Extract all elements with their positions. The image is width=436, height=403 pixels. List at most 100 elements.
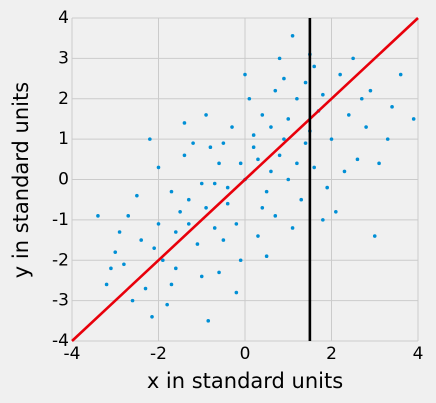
point [325,185,329,190]
point [269,169,273,174]
point [260,205,265,210]
point [130,298,135,303]
point [212,226,217,230]
point [273,88,278,93]
point [364,125,368,129]
point [143,286,148,291]
point [355,157,360,162]
y-tick-label: 2 [58,89,69,109]
point [225,201,230,206]
point [398,72,403,77]
x-tick-label: -2 [150,344,167,364]
point [238,258,243,263]
x-axis-label: x in standard units [147,369,343,393]
point [174,230,178,234]
point [282,76,286,81]
point [251,145,256,149]
point [299,197,304,202]
point [385,137,390,141]
y-tick-label: -1 [52,210,69,230]
point [290,33,295,38]
point [104,282,109,287]
point [109,266,113,271]
x-tick-label: 4 [413,344,424,364]
x-tick-label: -4 [64,344,81,364]
y-tick-label: 4 [58,8,69,28]
point [295,96,299,101]
point [126,214,131,218]
point [286,117,291,121]
point [303,80,308,85]
point [260,113,265,117]
point [256,157,260,162]
point [273,214,278,218]
point [117,230,122,234]
point [96,214,100,218]
point [351,56,355,61]
point [282,137,286,141]
point [321,92,325,97]
point [182,153,187,158]
point [264,189,269,194]
point [277,153,282,158]
point [238,161,243,166]
x-tick-label: 0 [240,344,251,364]
point [217,270,221,275]
point [359,96,364,101]
point [290,226,295,230]
point [186,222,191,226]
point [243,72,247,77]
point [161,258,165,263]
point [269,125,273,129]
point [234,290,239,295]
point [178,210,182,214]
point [286,177,291,182]
point [256,234,260,238]
point [342,169,347,174]
point [390,105,394,109]
point [247,96,252,101]
y-tick-label: 3 [58,48,69,68]
point [225,185,230,190]
point [135,193,139,198]
point [174,266,178,271]
point [347,113,351,117]
point [186,197,191,202]
point [139,238,143,242]
point [169,282,174,287]
point [195,242,200,246]
point [312,165,317,170]
point [372,234,377,238]
point [277,56,282,61]
point [206,319,211,323]
point [230,125,234,129]
y-tick-label: -4 [52,331,69,351]
point [204,205,208,210]
point [182,121,187,125]
point [217,161,221,166]
x-tick-label: 2 [326,344,337,364]
point [295,161,299,166]
point [303,141,308,145]
point [338,72,342,77]
point [321,218,325,222]
point [221,141,226,145]
point [156,222,161,226]
point [251,133,256,137]
point [411,117,416,121]
point [312,64,317,69]
point [264,254,269,259]
point [204,113,208,117]
point [122,262,126,267]
point [329,137,334,141]
y-tick-label: -3 [52,291,69,311]
point [377,161,381,166]
point [234,222,239,226]
y-tick-label: -2 [52,250,69,270]
point [169,189,174,194]
point [148,137,152,141]
point [156,165,161,170]
point [199,181,204,186]
